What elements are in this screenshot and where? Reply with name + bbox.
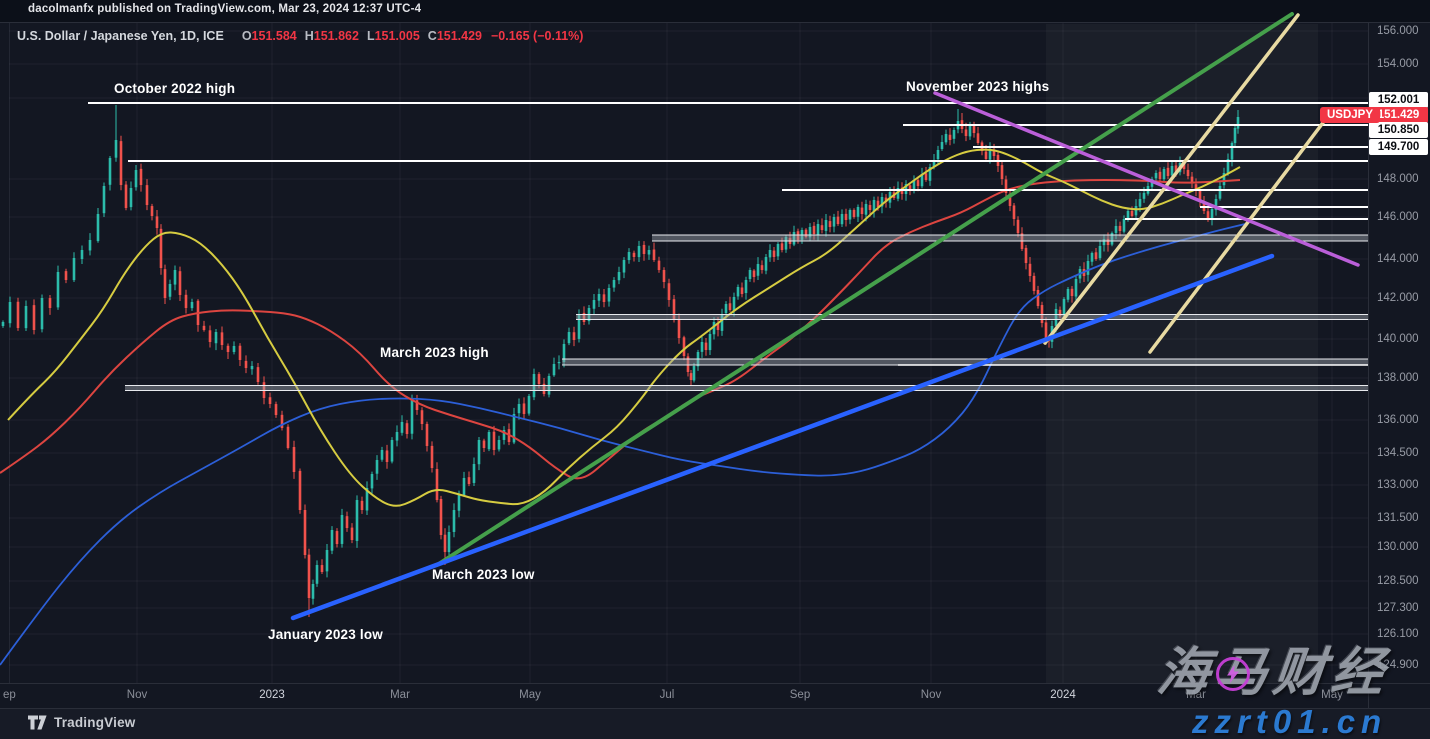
price-tick: 124.900 xyxy=(1377,659,1419,671)
price-tick: 156.000 xyxy=(1377,25,1419,37)
time-tick: Mar xyxy=(1186,689,1206,701)
watermark-url: zzrt01.cn xyxy=(1192,703,1388,739)
price-tick: 131.500 xyxy=(1377,512,1419,524)
price-tick: 133.000 xyxy=(1377,479,1419,491)
publish-bar: dacolmanfx published on TradingView.com,… xyxy=(0,0,1430,22)
price-tick: 148.000 xyxy=(1377,173,1419,185)
pane-top-border xyxy=(0,22,1430,23)
tradingview-logo-text: TradingView xyxy=(54,715,136,730)
ohlc-value: 151.429 xyxy=(436,29,482,43)
lightning-bolt-icon xyxy=(1216,657,1250,691)
watermark-cjk: 海马财经 xyxy=(1154,644,1393,702)
annotation-label: March 2023 low xyxy=(432,567,535,582)
axis-separator xyxy=(1368,23,1369,708)
tradingview-logo[interactable]: TradingView xyxy=(28,715,135,730)
pane-left-border xyxy=(9,23,10,683)
time-tick: Mar xyxy=(390,689,410,701)
ohlc-key: H xyxy=(304,29,314,43)
level-price-label: 152.001 xyxy=(1369,92,1428,108)
ohlc-key: O xyxy=(241,29,252,43)
time-tick: 2024 xyxy=(1050,689,1076,701)
ohlc-value: 151.584 xyxy=(251,29,297,43)
price-tick: 138.000 xyxy=(1377,372,1419,384)
annotation-label: November 2023 highs xyxy=(906,79,1050,94)
publish-text: dacolmanfx published on TradingView.com,… xyxy=(28,3,422,15)
annotation-label: March 2023 high xyxy=(380,345,489,360)
ohlc-key: L xyxy=(366,29,375,43)
price-tick: 134.500 xyxy=(1377,447,1419,459)
price-tick: 146.000 xyxy=(1377,211,1419,223)
time-tick: Sep xyxy=(789,689,811,701)
level-price-label: 150.850 xyxy=(1369,122,1428,138)
price-tick: 130.000 xyxy=(1377,541,1419,553)
price-tick: 126.100 xyxy=(1377,628,1419,640)
time-tick: ep xyxy=(3,689,16,701)
time-tick: May xyxy=(519,689,541,701)
price-axis[interactable]: 156.000 154.000 148.000 146.000 144.000 142.0… xyxy=(1320,23,1430,683)
time-tick: Nov xyxy=(920,689,942,701)
footer-bar: TradingView xyxy=(0,709,1430,739)
time-tick: May xyxy=(1321,689,1343,701)
price-tick: 144.000 xyxy=(1377,253,1419,265)
footer-border xyxy=(0,708,1430,709)
symbol-badge: USDJPY xyxy=(1320,107,1381,123)
price-tick: 140.000 xyxy=(1377,333,1419,345)
change-value: −0.165 (−0.11%) xyxy=(491,29,584,43)
price-tick: 154.000 xyxy=(1377,58,1419,70)
time-axis-border xyxy=(0,683,1430,684)
price-tick: 128.500 xyxy=(1377,575,1419,587)
time-tick: Nov xyxy=(126,689,148,701)
ohlc-value: 151.862 xyxy=(313,29,359,43)
price-tick: 127.300 xyxy=(1377,602,1419,614)
price-tick: 136.000 xyxy=(1377,414,1419,426)
time-tick: 2023 xyxy=(259,689,285,701)
ohlc-key: C xyxy=(427,29,437,43)
time-tick: Jul xyxy=(659,689,675,701)
last-price-label: 151.429 xyxy=(1369,107,1428,123)
ohlc-legend: U.S. Dollar / Japanese Yen, 1D, ICE O151.… xyxy=(17,29,583,45)
symbol-title: U.S. Dollar / Japanese Yen, 1D, ICE xyxy=(17,29,224,43)
ohlc-values: O151.584 H151.862 L151.005 C151.429 xyxy=(234,29,482,43)
time-axis[interactable]: ep Nov 2023 Mar May Jul Sep Nov 2024 Mar May xyxy=(0,684,1368,708)
annotation-label: October 2022 high xyxy=(114,81,236,96)
level-price-label: 149.700 xyxy=(1369,139,1428,155)
annotation-label: January 2023 low xyxy=(268,627,384,642)
tradingview-logo-icon xyxy=(28,715,47,730)
ohlc-value: 151.005 xyxy=(374,29,420,43)
price-tick: 142.000 xyxy=(1377,292,1419,304)
